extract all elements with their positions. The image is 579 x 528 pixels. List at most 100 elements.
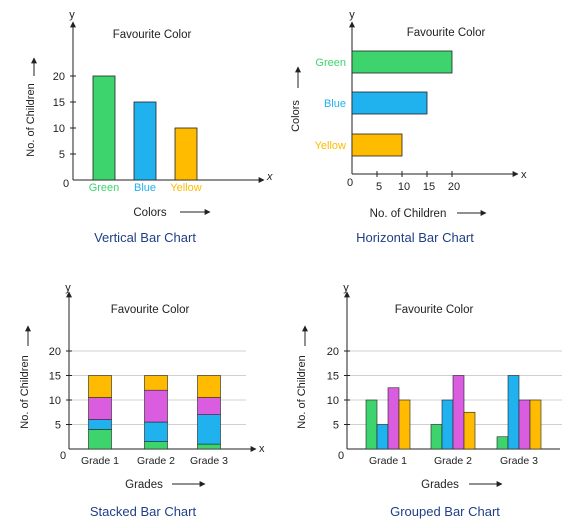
sbc-bar-segment xyxy=(88,397,112,420)
hbc-y-label: Colors xyxy=(290,100,302,132)
gbc-bar xyxy=(507,375,520,450)
sbc-title: Favourite Color xyxy=(111,304,190,316)
hbc-bar xyxy=(351,50,453,74)
gbc-category-label: Grade 1 xyxy=(369,455,407,467)
gbc-bar xyxy=(529,399,542,450)
hbc-caption: Horizontal Bar Chart xyxy=(356,230,474,245)
gbc-caption: Grouped Bar Chart xyxy=(390,504,500,519)
gbc-tick-label: 10 xyxy=(327,395,339,407)
vbc-category-labels: Green Blue Yellow xyxy=(89,182,202,194)
vbc-y-letter: y xyxy=(69,9,75,21)
vbc-category-label: Green xyxy=(89,182,120,194)
gbc-bar xyxy=(452,375,465,450)
gbc-bar xyxy=(365,399,378,450)
sbc-bar-segment xyxy=(197,375,221,398)
sbc-tick-label: 5 xyxy=(55,420,61,432)
horizontal-bar-chart-panel: Favourite Color y x 0 5 10 15 20 Green Blue Y… xyxy=(290,9,527,245)
vbc-x-letter: x xyxy=(266,171,273,183)
gbc-bar xyxy=(518,399,531,450)
gbc-bar xyxy=(430,424,443,450)
vbc-category-label: Blue xyxy=(134,182,156,194)
vertical-bar-chart-panel: Favourite Color y x 0 5 10 15 20 Green Blue Y… xyxy=(25,9,273,245)
hbc-category-label: Blue xyxy=(324,98,346,110)
vbc-origin-label: 0 xyxy=(63,178,69,190)
gbc-bar xyxy=(463,411,476,450)
hbc-category-label: Green xyxy=(315,57,346,69)
sbc-category-labels: Grade 1 Grade 2 Grade 3 xyxy=(81,455,228,467)
sbc-y-ticks: 5 10 15 20 xyxy=(49,346,72,432)
sbc-category-label: Grade 2 xyxy=(137,455,175,467)
hbc-tick-label: 15 xyxy=(423,181,435,193)
sbc-tick-label: 10 xyxy=(49,395,61,407)
sbc-bar-segment xyxy=(144,421,168,442)
sbc-bar-segment xyxy=(88,375,112,398)
gbc-origin-label: 0 xyxy=(338,450,344,462)
vbc-title: Favourite Color xyxy=(113,29,192,41)
hbc-tick-label: 20 xyxy=(448,181,460,193)
gbc-title: Favourite Color xyxy=(395,304,474,316)
gbc-y-letter: y xyxy=(343,282,349,294)
gbc-bars xyxy=(365,375,542,450)
hbc-category-label: Yellow xyxy=(315,140,346,152)
sbc-bar-segment xyxy=(197,397,221,415)
vbc-category-label: Yellow xyxy=(170,182,201,194)
sbc-bar-segment xyxy=(88,429,112,450)
gbc-bar xyxy=(398,399,411,450)
vbc-bar xyxy=(174,127,198,181)
hbc-y-letter: y xyxy=(349,9,355,21)
vbc-x-label: Colors xyxy=(133,207,166,219)
vbc-y-ticks: 5 10 15 20 xyxy=(53,71,76,161)
sbc-tick-label: 15 xyxy=(49,371,61,383)
sbc-category-label: Grade 3 xyxy=(190,455,228,467)
gbc-y-label: No. of Children xyxy=(296,355,308,428)
sbc-origin-label: 0 xyxy=(60,450,66,462)
sbc-bar-segment xyxy=(197,443,221,450)
hbc-bar xyxy=(351,133,403,157)
gbc-tick-label: 15 xyxy=(327,371,339,383)
hbc-x-label: No. of Children xyxy=(370,208,447,220)
gbc-bar xyxy=(441,399,454,450)
sbc-x-label: Grades xyxy=(125,479,163,491)
gbc-y-ticks: 5 10 15 20 xyxy=(327,346,350,432)
gbc-category-label: Grade 3 xyxy=(500,455,538,467)
gbc-tick-label: 5 xyxy=(333,420,339,432)
vbc-caption: Vertical Bar Chart xyxy=(94,230,196,245)
hbc-title: Favourite Color xyxy=(407,27,486,39)
gbc-bar xyxy=(387,387,400,450)
hbc-tick-label: 5 xyxy=(376,181,382,193)
hbc-bar xyxy=(351,91,428,115)
hbc-tick-label: 10 xyxy=(398,181,410,193)
sbc-bar-segment xyxy=(197,414,221,445)
vbc-bar xyxy=(133,101,157,181)
vbc-bar xyxy=(92,75,116,181)
sbc-bar-segment xyxy=(144,375,168,391)
hbc-x-letter: x xyxy=(521,169,527,181)
sbc-category-label: Grade 1 xyxy=(81,455,119,467)
sbc-bar-segment xyxy=(144,441,168,450)
sbc-bar-segment xyxy=(88,419,112,430)
sbc-bars xyxy=(88,375,221,450)
hbc-origin-label: 0 xyxy=(347,177,353,189)
sbc-x-letter: x xyxy=(259,443,265,455)
sbc-tick-label: 20 xyxy=(49,346,61,358)
sbc-y-letter: y xyxy=(65,282,71,294)
vbc-tick-label: 20 xyxy=(53,71,65,83)
vbc-tick-label: 10 xyxy=(53,123,65,135)
hbc-x-ticks: 5 10 15 20 xyxy=(376,171,460,193)
hbc-category-labels: Green Blue Yellow xyxy=(315,57,346,152)
hbc-bars xyxy=(351,50,453,157)
gbc-x-label: Grades xyxy=(421,479,459,491)
gbc-category-label: Grade 2 xyxy=(434,455,472,467)
sbc-y-label: No. of Children xyxy=(19,355,31,428)
gbc-bar xyxy=(496,436,509,450)
vbc-tick-label: 5 xyxy=(59,149,65,161)
vbc-bars xyxy=(92,75,198,181)
gbc-category-labels: Grade 1 Grade 2 Grade 3 xyxy=(369,455,538,467)
sbc-bar-segment xyxy=(144,389,168,423)
gbc-bar xyxy=(376,424,389,450)
sbc-caption: Stacked Bar Chart xyxy=(90,504,197,519)
gbc-tick-label: 20 xyxy=(327,346,339,358)
vbc-y-label: No. of Children xyxy=(25,83,37,156)
